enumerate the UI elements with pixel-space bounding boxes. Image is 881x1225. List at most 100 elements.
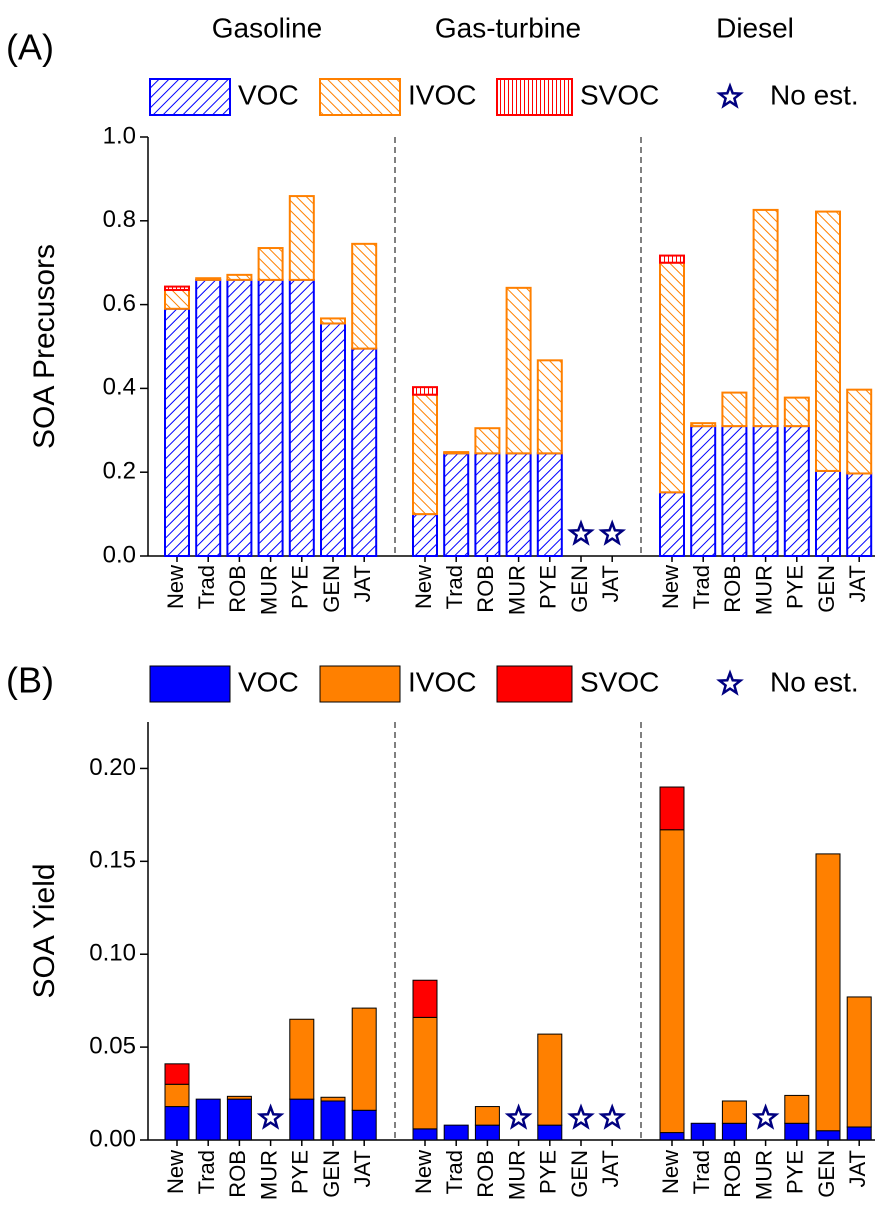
bar-segment [226, 278, 253, 557]
x-tick-label: PYE [288, 565, 313, 609]
y-tick-label: 1.0 [103, 122, 136, 149]
bar-segment [412, 979, 438, 1018]
x-tick-label: PYE [783, 565, 808, 609]
bar-segment [815, 853, 841, 1132]
bar-segment [474, 1124, 500, 1141]
x-tick-label: New [163, 1150, 188, 1194]
x-tick-label: ROB [720, 1150, 745, 1198]
y-tick-label: 0.20 [89, 754, 136, 781]
x-tick-label: Trad [689, 1150, 714, 1194]
panel-label: (A) [6, 27, 54, 68]
bar-segment [783, 425, 810, 557]
bar-segment [226, 1098, 252, 1141]
y-tick-label: 0.10 [89, 940, 136, 967]
y-tick-label: 0.4 [103, 374, 136, 401]
x-tick-label: New [658, 565, 683, 609]
bar-segment [226, 273, 253, 281]
bar-segment [659, 261, 685, 494]
no-estimate-marker [598, 1103, 627, 1130]
x-tick-label: PYE [288, 1150, 313, 1194]
legend-label: IVOC [408, 666, 476, 697]
bar-segment [443, 1124, 469, 1141]
legend-label: VOC [238, 666, 299, 697]
bar-segment [815, 469, 841, 557]
x-tick-label: GEN [567, 1150, 592, 1198]
x-tick-label: JAT [598, 1150, 623, 1187]
x-tick-label: MUR [504, 565, 529, 615]
no-estimate-marker [504, 1103, 533, 1130]
no-estimate-marker [256, 1103, 285, 1130]
legend-label: SVOC [580, 79, 659, 110]
bar-segment [412, 1016, 438, 1130]
x-tick-label: New [163, 565, 188, 609]
bar-segment [164, 1083, 190, 1108]
x-tick-label: New [411, 565, 436, 609]
x-tick-label: GEN [567, 565, 592, 613]
legend-swatch [496, 665, 573, 703]
y-tick-label: 0.05 [89, 1032, 136, 1059]
y-tick-label: 0.2 [103, 458, 136, 485]
bar-segment [690, 1122, 716, 1141]
bar-segment [537, 1033, 563, 1126]
bar-segment [257, 278, 284, 557]
x-tick-label: ROB [225, 565, 250, 613]
bar-segment [721, 425, 748, 557]
bar-segment [846, 388, 873, 475]
y-axis-label: SOA Yield [28, 863, 61, 998]
bar-segment [752, 208, 779, 428]
x-tick-label: JAT [350, 565, 375, 602]
no-estimate-marker [567, 1103, 595, 1130]
bar-segment [351, 242, 378, 350]
bar-segment [537, 1124, 563, 1141]
x-tick-label: JAT [845, 1150, 870, 1187]
bar-segment [815, 1130, 841, 1141]
x-tick-label: New [411, 1150, 436, 1194]
x-tick-label: ROB [720, 565, 745, 613]
bar-segment [474, 452, 501, 557]
y-tick-label: 0.00 [89, 1125, 136, 1152]
bar-segment [536, 452, 563, 557]
bar-segment [164, 1106, 190, 1141]
bar-segment [846, 472, 873, 557]
x-tick-label: MUR [256, 1150, 281, 1200]
bar-segment [846, 1126, 872, 1141]
bar-segment [257, 247, 284, 281]
legend-label: SVOC [580, 666, 659, 697]
bar-segment [320, 1096, 346, 1102]
legend-swatch [149, 665, 231, 703]
bar-segment [351, 347, 378, 557]
legend-label: No est. [770, 79, 859, 110]
bar-segment [195, 1098, 221, 1141]
bar-segment [195, 277, 222, 281]
x-tick-label: Trad [194, 565, 219, 609]
legend-swatch [319, 665, 401, 703]
bar-segment [412, 393, 438, 516]
legend-swatch [319, 78, 401, 116]
x-tick-label: ROB [225, 1150, 250, 1198]
bar-segment [536, 359, 563, 455]
bar-segment [846, 996, 872, 1128]
y-tick-label: 0.15 [89, 847, 136, 874]
group-label: Gasoline [212, 12, 323, 43]
x-tick-label: JAT [845, 565, 870, 602]
legend-label: IVOC [408, 79, 476, 110]
group-label: Gas-turbine [435, 12, 581, 43]
panel-label: (B) [6, 660, 54, 701]
x-tick-label: PYE [536, 565, 561, 609]
bar-segment [690, 422, 717, 428]
x-tick-label: Trad [442, 1150, 467, 1194]
bar-segment [288, 278, 315, 557]
bar-segment [412, 513, 438, 557]
legend-label: VOC [238, 79, 299, 110]
bar-segment [164, 288, 190, 310]
bar-segment [505, 452, 532, 557]
legend-star [716, 669, 744, 696]
x-tick-label: MUR [504, 1150, 529, 1200]
bar-segment [690, 425, 717, 557]
x-tick-label: PYE [783, 1150, 808, 1194]
bar-segment [721, 391, 748, 428]
x-tick-label: JAT [350, 1150, 375, 1187]
bar-segment [289, 1018, 315, 1100]
x-tick-label: GEN [319, 1150, 344, 1198]
bar-segment [289, 1098, 315, 1141]
